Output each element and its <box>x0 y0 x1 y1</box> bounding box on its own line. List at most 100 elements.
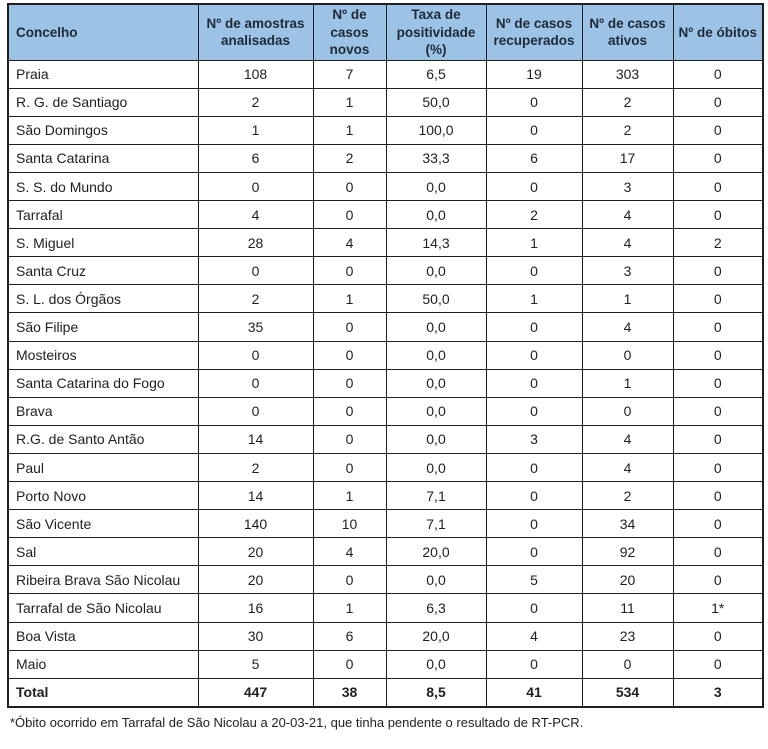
cell-novos: 0 <box>312 256 387 286</box>
cell-ativos: 1 <box>581 368 674 398</box>
total-taxa: 8,5 <box>385 677 487 708</box>
cell-obitos: 0 <box>672 368 764 398</box>
cell-ativos: 4 <box>581 228 674 258</box>
total-recuperados: 41 <box>485 677 583 708</box>
header-amostras: Nº de amostras analisadas <box>197 3 314 61</box>
table-footer: Total 447 38 8,5 41 534 3 <box>7 677 764 708</box>
cell-recuperados: 0 <box>485 87 583 117</box>
cell-concelho: Tarrafal <box>7 200 199 230</box>
cell-recuperados: 0 <box>485 340 583 370</box>
cell-taxa: 6,5 <box>385 59 487 89</box>
cell-recuperados: 0 <box>485 452 583 483</box>
table-header: Concelho Nº de amostras analisadas Nº de… <box>7 3 764 61</box>
cell-concelho: S. L. dos Órgãos <box>7 284 199 314</box>
header-row: Concelho Nº de amostras analisadas Nº de… <box>7 3 764 61</box>
header-concelho: Concelho <box>7 3 199 61</box>
cell-obitos: 0 <box>672 537 764 567</box>
cell-novos: 0 <box>312 649 387 679</box>
table-row: Sal 20 4 20,0 0 92 0 <box>7 537 764 567</box>
total-row: Total 447 38 8,5 41 534 3 <box>7 677 764 708</box>
cell-concelho: Praia <box>7 59 199 89</box>
cell-concelho: Tarrafal de São Nicolau <box>7 593 199 623</box>
cell-amostras: 0 <box>197 256 314 286</box>
table-row: R.G. de Santo Antão 14 0 0,0 3 4 0 <box>7 424 764 454</box>
cell-taxa: 50,0 <box>385 284 487 314</box>
cell-obitos: 0 <box>672 509 764 539</box>
cell-recuperados: 0 <box>485 396 583 426</box>
table-body: Praia 108 7 6,5 19 303 0 R. G. de Santiago 2 1 50,… <box>7 59 764 679</box>
cell-obitos: 0 <box>672 396 764 426</box>
cell-ativos: 23 <box>581 621 674 651</box>
cell-obitos: 1* <box>672 593 764 623</box>
cell-amostras: 14 <box>197 424 314 454</box>
header-casos-novos: Nº de casos novos <box>312 3 387 61</box>
cell-concelho: Santa Cruz <box>7 256 199 286</box>
table-row: São Vicente 140 10 7,1 0 34 0 <box>7 509 764 539</box>
covid-municipality-table: Concelho Nº de amostras analisadas Nº de… <box>7 3 764 708</box>
cell-recuperados: 0 <box>485 649 583 679</box>
header-casos-ativos: Nº de casos ativos <box>581 3 674 61</box>
cell-ativos: 4 <box>581 452 674 483</box>
cell-ativos: 34 <box>581 509 674 539</box>
table-row: S. L. dos Órgãos 2 1 50,0 1 1 0 <box>7 284 764 314</box>
cell-amostras: 30 <box>197 621 314 651</box>
cell-taxa: 14,3 <box>385 228 487 258</box>
cell-taxa: 20,0 <box>385 621 487 651</box>
cell-concelho: Sal <box>7 537 199 567</box>
table-row: Porto Novo 14 1 7,1 0 2 0 <box>7 481 764 511</box>
cell-amostras: 2 <box>197 87 314 117</box>
table-row: S. S. do Mundo 0 0 0,0 0 3 0 <box>7 172 764 202</box>
cell-obitos: 0 <box>672 172 764 202</box>
cell-recuperados: 1 <box>485 228 583 258</box>
cell-recuperados: 0 <box>485 368 583 398</box>
total-ativos: 534 <box>581 677 674 708</box>
cell-recuperados: 0 <box>485 172 583 202</box>
cell-novos: 7 <box>312 59 387 89</box>
cell-novos: 0 <box>312 424 387 454</box>
header-obitos: Nº de óbitos <box>672 3 764 61</box>
cell-taxa: 0,0 <box>385 424 487 454</box>
cell-novos: 1 <box>312 481 387 511</box>
cell-novos: 0 <box>312 368 387 398</box>
cell-amostras: 5 <box>197 649 314 679</box>
cell-taxa: 0,0 <box>385 368 487 398</box>
cell-novos: 0 <box>312 312 387 342</box>
cell-obitos: 0 <box>672 340 764 370</box>
cell-novos: 6 <box>312 621 387 651</box>
cell-obitos: 0 <box>672 115 764 145</box>
cell-taxa: 0,0 <box>385 340 487 370</box>
cell-obitos: 0 <box>672 59 764 89</box>
cell-novos: 0 <box>312 340 387 370</box>
cell-recuperados: 3 <box>485 424 583 454</box>
cell-taxa: 0,0 <box>385 312 487 342</box>
cell-novos: 1 <box>312 87 387 117</box>
cell-concelho: Mosteiros <box>7 340 199 370</box>
cell-recuperados: 19 <box>485 59 583 89</box>
cell-ativos: 2 <box>581 115 674 145</box>
cell-recuperados: 0 <box>485 312 583 342</box>
cell-concelho: R. G. de Santiago <box>7 87 199 117</box>
table-row: Santa Catarina do Fogo 0 0 0,0 0 1 0 <box>7 368 764 398</box>
table-row: São Filipe 35 0 0,0 0 4 0 <box>7 312 764 342</box>
cell-recuperados: 5 <box>485 565 583 595</box>
cell-recuperados: 1 <box>485 284 583 314</box>
cell-amostras: 6 <box>197 143 314 174</box>
cell-amostras: 35 <box>197 312 314 342</box>
footnote: *Óbito ocorrido em Tarrafal de São Nicol… <box>10 714 584 730</box>
cell-taxa: 7,1 <box>385 509 487 539</box>
cell-novos: 0 <box>312 200 387 230</box>
cell-taxa: 0,0 <box>385 649 487 679</box>
cell-ativos: 4 <box>581 424 674 454</box>
table-row: Praia 108 7 6,5 19 303 0 <box>7 59 764 89</box>
cell-novos: 1 <box>312 593 387 623</box>
cell-amostras: 2 <box>197 284 314 314</box>
cell-taxa: 0,0 <box>385 256 487 286</box>
cell-obitos: 0 <box>672 87 764 117</box>
cell-novos: 0 <box>312 396 387 426</box>
cell-ativos: 2 <box>581 87 674 117</box>
table-row: Brava 0 0 0,0 0 0 0 <box>7 396 764 426</box>
cell-concelho: São Vicente <box>7 509 199 539</box>
cell-novos: 2 <box>312 143 387 174</box>
cell-ativos: 3 <box>581 172 674 202</box>
